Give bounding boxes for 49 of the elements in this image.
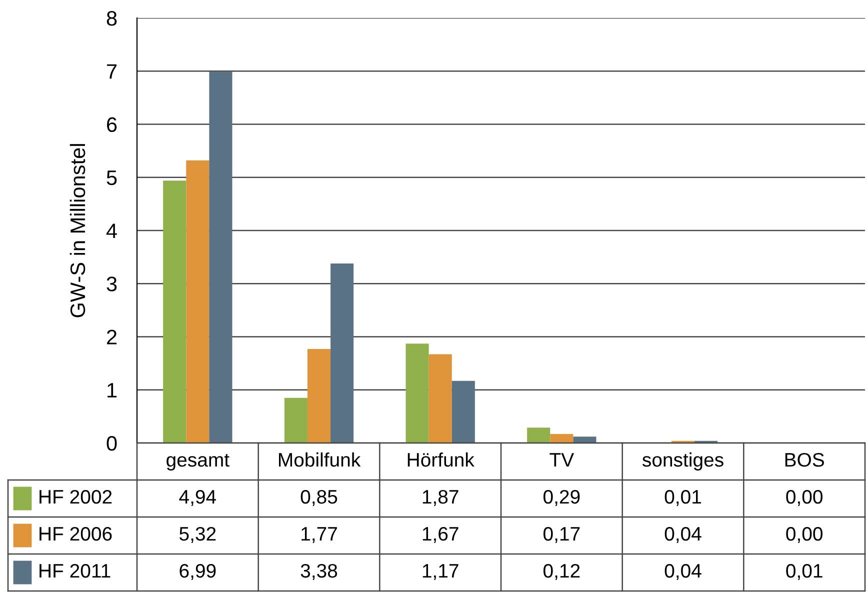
data-label: 0,29: [544, 490, 580, 506]
y-tick-label: 4: [106, 224, 117, 238]
data-label: 4,94: [179, 490, 216, 506]
bar: [209, 72, 232, 443]
y-tick-label: 5: [106, 170, 117, 186]
x-tick-label: BOS: [785, 452, 824, 467]
data-label: 0,04: [664, 526, 702, 544]
data-label: 0,04: [664, 564, 702, 580]
legend-label: HF 2002: [40, 490, 112, 504]
y-tick-label: 8: [106, 11, 117, 26]
bar: [452, 380, 475, 443]
data-label: 0,17: [544, 526, 580, 544]
data-label: 1,67: [422, 526, 458, 544]
y-tick-label: 3: [106, 276, 117, 292]
data-label: 0,01: [664, 490, 701, 506]
x-tick-label: sonstiges: [642, 452, 724, 471]
legend-label: HF 2006: [40, 526, 112, 541]
bar: [406, 344, 429, 443]
bar: [284, 398, 308, 443]
y-tick-label: 6: [107, 117, 117, 132]
bar: [330, 263, 354, 443]
bar: [550, 434, 574, 443]
data-label: 0,00: [786, 526, 822, 544]
data-label: 0,00: [786, 490, 822, 506]
data-label: 0,85: [300, 490, 338, 506]
y-tick-label: 7: [107, 64, 117, 79]
data-label: 1,17: [422, 564, 458, 580]
bar: [307, 348, 331, 443]
bar: [527, 428, 550, 443]
data-label: 1,77: [302, 527, 337, 544]
data-label: 0,01: [786, 564, 822, 580]
x-tick-label: Mobilfunk: [278, 452, 361, 467]
y-tick-label: 2: [107, 330, 117, 344]
data-label: 6,99: [180, 564, 216, 580]
bar: [428, 354, 452, 443]
y-axis-title: GW-S in Millionstel: [70, 144, 86, 318]
x-tick-label: Hörfunk: [408, 452, 474, 467]
y-tick-label: 1: [108, 383, 117, 398]
data-label: 0,12: [544, 564, 580, 580]
bar: [573, 436, 596, 443]
data-label: 5,32: [180, 526, 216, 544]
x-tick-label: gesamt: [166, 454, 230, 471]
y-tick-label: 0: [106, 436, 117, 451]
x-tick-label: TV: [550, 453, 574, 467]
bar: [163, 180, 186, 443]
data-label: 3,38: [300, 564, 338, 580]
bar: [186, 160, 210, 443]
data-label: 1,87: [422, 490, 458, 506]
legend-label: HF 2011: [40, 564, 110, 578]
